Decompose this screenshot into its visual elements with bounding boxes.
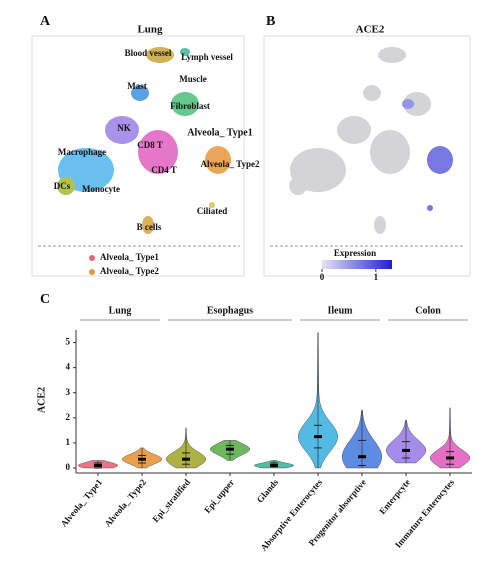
colorbar-title: Expression [334, 248, 376, 258]
x-tick-label: Epi_stratified [150, 477, 192, 524]
group-label: Lung [109, 305, 132, 316]
umap-clusters [57, 47, 231, 234]
legend-label: Alveola_ Type2 [100, 266, 159, 276]
cluster-label: Blood vessel [125, 48, 172, 58]
cluster-label: Lymph vessel [181, 52, 233, 62]
umap-expression [289, 47, 453, 234]
median [226, 447, 234, 451]
median [402, 448, 410, 452]
median [446, 456, 454, 460]
colorbar-tick-label: 0 [320, 272, 325, 282]
x-tick-label: Glands [255, 477, 281, 505]
cluster-label: Macrophage [58, 147, 106, 157]
cluster-label: Monocyte [82, 184, 120, 194]
cluster-label: Fibroblast [170, 101, 210, 111]
panel-frame [263, 35, 471, 277]
panel-letter: A [40, 14, 51, 29]
cluster-label: CD8 T [137, 140, 163, 150]
median [182, 457, 190, 461]
cluster-label: Ciliated [197, 206, 228, 216]
panel-frame [31, 35, 245, 277]
x-tick-label: Alveola_ Type2 [103, 477, 149, 529]
median [94, 463, 102, 467]
legend: Alveola_ Type1 Alveola_ Type2 [89, 252, 159, 276]
colorbar [322, 260, 392, 269]
median [314, 435, 322, 439]
legend-swatch [89, 269, 95, 275]
median [358, 455, 366, 459]
group-label: Colon [415, 305, 441, 316]
colorbar-tick-label: 1 [374, 272, 379, 282]
median [138, 457, 146, 461]
cluster-label: Alveola_ Type2 [201, 159, 260, 169]
legend-label: Alveola_ Type1 [100, 252, 159, 262]
x-tick-label: Alveola_ Type1 [59, 477, 105, 529]
panel-title: Lung [137, 24, 163, 36]
y-tick-label: 5 [66, 337, 71, 347]
cluster-label: Alveola_ Type1 [187, 127, 252, 138]
group-label: Esophagus [207, 305, 253, 316]
y-tick-label: 2 [66, 412, 71, 422]
panel-letter: B [266, 14, 275, 29]
cluster-labels: Blood vessel Lymph vessel Muscle Mast Fi… [54, 48, 260, 232]
x-tick-label: Enterpcyte [377, 477, 412, 516]
x-tick-label: Epi_upper [202, 477, 236, 515]
legend-swatch [89, 255, 95, 261]
y-tick-label: 1 [66, 437, 71, 447]
y-tick-label: 4 [66, 362, 71, 372]
cluster-label: DCs [54, 181, 71, 191]
y-tick-label: 3 [66, 387, 71, 397]
cluster-label: Muscle [179, 74, 207, 84]
y-axis-label: ACE2 [36, 387, 47, 413]
panel-title: ACE2 [356, 24, 385, 36]
cluster-label: B cells [137, 222, 162, 232]
cluster-label: CD4 T [151, 165, 177, 175]
median [270, 463, 278, 467]
y-tick-label: 0 [66, 462, 71, 472]
cluster-label: NK [117, 123, 131, 133]
group-label: Ileum [328, 305, 354, 316]
panel-letter: C [40, 292, 50, 307]
cluster-label: Mast [127, 81, 147, 91]
